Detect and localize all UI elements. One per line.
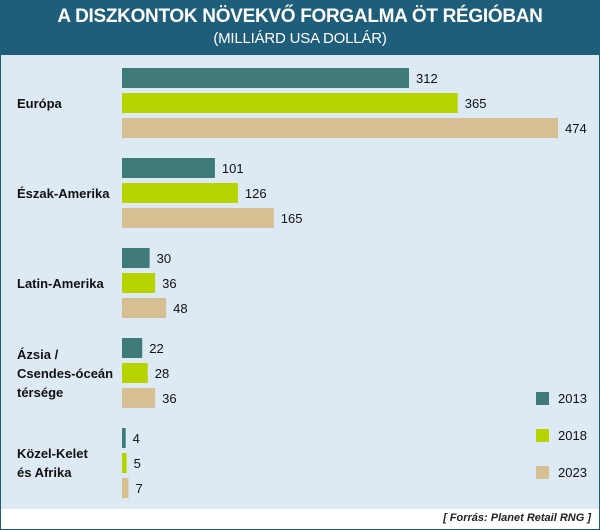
- category-label-0: Európa: [17, 94, 62, 113]
- data-label-2013-4: 4: [133, 431, 140, 446]
- legend-label-2023: 2023: [558, 465, 587, 480]
- data-label-2013-2: 30: [157, 251, 171, 266]
- bar-2013-0: [122, 68, 409, 88]
- category-label-line: térsége: [17, 384, 64, 400]
- data-label-2013-1: 101: [222, 161, 244, 176]
- bar-2018-0: [122, 93, 458, 113]
- bar-2018-3: [122, 363, 148, 383]
- category-label-1: Észak-Amerika: [17, 184, 110, 203]
- bar-2023-4: [122, 478, 129, 498]
- chart-subtitle: (MILLIÁRD USA DOLLÁR): [213, 30, 387, 47]
- source-note: [ Forrás: Planet Retail RNG ]: [443, 512, 591, 524]
- chart-title: A DISZKONTOK NÖVEKVŐ FORGALMA ÖT RÉGIÓBA…: [57, 6, 543, 27]
- category-label-4: Közel-Kelet és Afrika: [17, 444, 88, 482]
- data-label-2023-3: 36: [162, 391, 176, 406]
- chart-footer: [ Forrás: Planet Retail RNG ]: [1, 509, 599, 529]
- bar-2013-1: [122, 158, 215, 178]
- plot-area: 312 365 474 101 126 165 30 36 48 22 28 36 4 5 7 Európa…: [1, 55, 599, 510]
- legend-swatch-2013: [536, 392, 549, 405]
- bar-2013-3: [122, 338, 143, 358]
- data-label-2018-3: 28: [155, 366, 169, 381]
- data-label-2023-1: 165: [281, 211, 303, 226]
- legend-label-2013: 2013: [558, 391, 587, 406]
- data-label-2018-4: 5: [134, 456, 141, 471]
- bar-2023-2: [122, 298, 167, 318]
- bar-2018-2: [122, 273, 156, 293]
- data-label-2018-1: 126: [245, 186, 267, 201]
- category-label-line: Európa: [17, 95, 62, 111]
- data-label-2023-4: 7: [135, 481, 142, 496]
- category-label-line: Észak-Amerika: [17, 185, 110, 201]
- bar-2018-4: [122, 453, 127, 473]
- legend-label-2018: 2018: [558, 428, 587, 443]
- category-label-2: Latin-Amerika: [17, 274, 104, 293]
- category-label-line: Közel-Kelet: [17, 446, 88, 461]
- bar-2023-1: [122, 208, 274, 228]
- bar-2023-3: [122, 388, 156, 408]
- data-label-2013-0: 312: [416, 71, 438, 86]
- category-label-3: Ázsia / Csendes-óceán térsége: [17, 345, 113, 402]
- legend-swatch-2018: [536, 429, 549, 442]
- category-label-line: és Afrika: [17, 465, 72, 480]
- category-label-line: Csendes-óceán: [17, 365, 114, 381]
- bar-2013-2: [122, 248, 150, 268]
- category-label-line: Latin-Amerika: [17, 275, 104, 291]
- data-label-2013-3: 22: [149, 341, 163, 356]
- data-label-2018-2: 36: [162, 276, 176, 291]
- bar-2023-0: [122, 118, 558, 138]
- category-label-line: Ázsia /: [17, 346, 59, 362]
- data-label-2023-0: 474: [565, 121, 587, 136]
- data-label-2018-0: 365: [465, 96, 487, 111]
- bar-2018-1: [122, 183, 238, 203]
- chart-header: A DISZKONTOK NÖVEKVŐ FORGALMA ÖT RÉGIÓBA…: [1, 1, 599, 55]
- legend-swatch-2023: [536, 466, 549, 479]
- bar-2013-4: [122, 428, 126, 448]
- data-label-2023-2: 48: [173, 301, 187, 316]
